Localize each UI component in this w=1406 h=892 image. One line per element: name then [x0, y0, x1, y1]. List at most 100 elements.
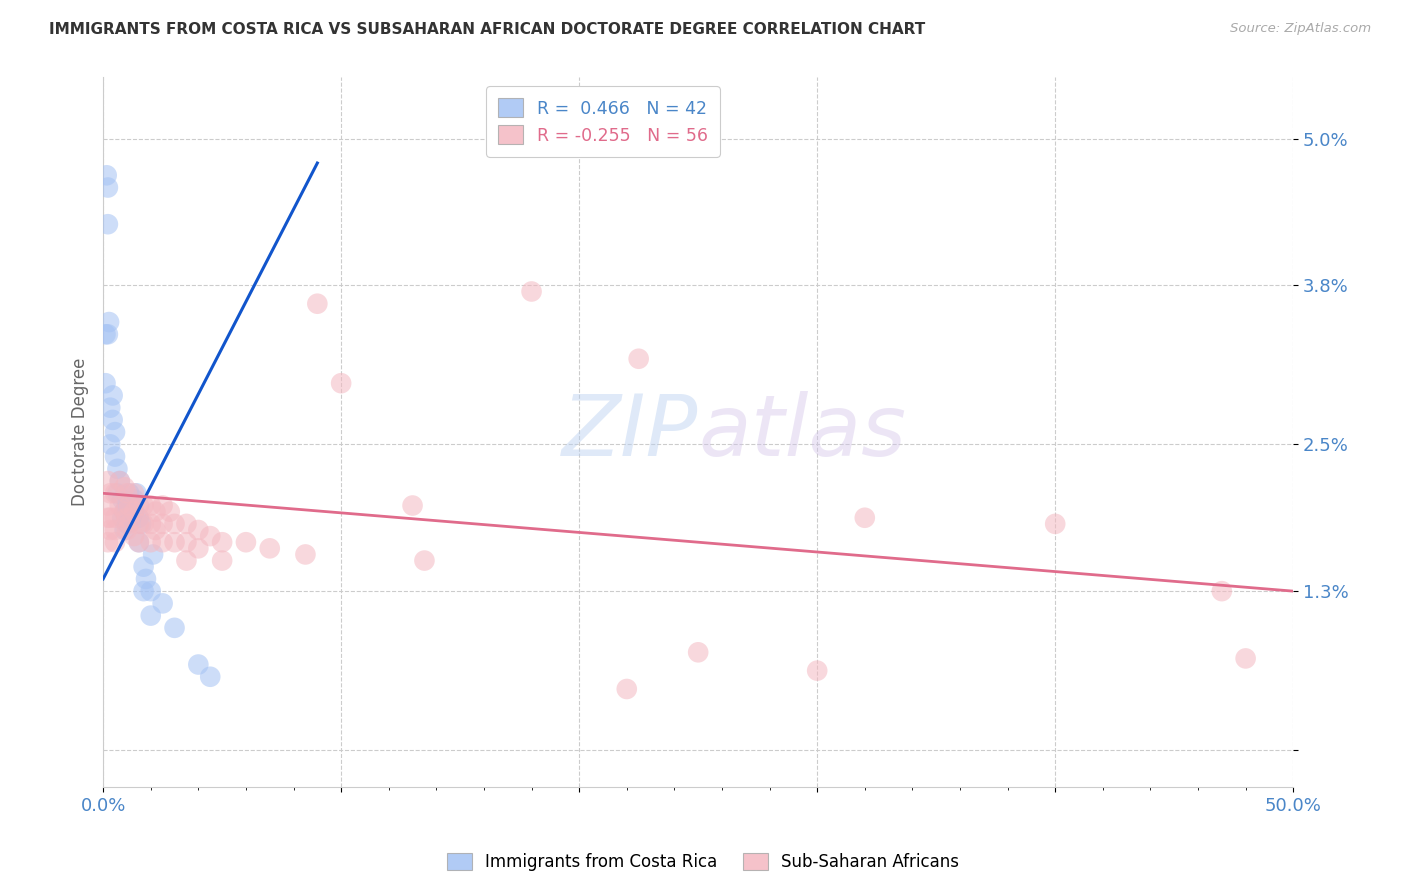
- Point: [121, 510, 143, 524]
- Point: [152, 516, 174, 531]
- Point: [128, 510, 150, 524]
- Point: [163, 621, 186, 635]
- Point: [616, 681, 638, 696]
- Point: [520, 285, 543, 299]
- Point: [98, 486, 121, 500]
- Point: [145, 523, 167, 537]
- Point: [159, 505, 181, 519]
- Point: [122, 505, 145, 519]
- Point: [104, 486, 127, 500]
- Point: [163, 516, 186, 531]
- Point: [97, 474, 120, 488]
- Point: [101, 388, 124, 402]
- Point: [413, 553, 436, 567]
- Point: [128, 535, 150, 549]
- Point: [111, 510, 134, 524]
- Point: [688, 645, 710, 659]
- Point: [235, 535, 257, 549]
- Point: [176, 535, 198, 549]
- Point: [294, 548, 316, 562]
- Legend: R =  0.466   N = 42, R = -0.255   N = 56: R = 0.466 N = 42, R = -0.255 N = 56: [486, 87, 720, 157]
- Point: [1234, 651, 1257, 665]
- Point: [139, 516, 162, 531]
- Text: Source: ZipAtlas.com: Source: ZipAtlas.com: [1230, 22, 1371, 36]
- Point: [97, 327, 120, 342]
- Point: [139, 608, 162, 623]
- Point: [104, 535, 127, 549]
- Point: [118, 499, 141, 513]
- Point: [152, 596, 174, 610]
- Text: IMMIGRANTS FROM COSTA RICA VS SUBSAHARAN AFRICAN DOCTORATE DEGREE CORRELATION CH: IMMIGRANTS FROM COSTA RICA VS SUBSAHARAN…: [49, 22, 925, 37]
- Point: [806, 664, 828, 678]
- Point: [108, 474, 131, 488]
- Point: [129, 516, 152, 531]
- Point: [176, 553, 198, 567]
- Point: [107, 462, 129, 476]
- Text: atlas: atlas: [699, 391, 907, 474]
- Text: ZIP: ZIP: [562, 391, 699, 474]
- Point: [145, 505, 167, 519]
- Point: [98, 401, 121, 415]
- Point: [135, 572, 157, 586]
- Point: [132, 499, 155, 513]
- Point: [139, 584, 162, 599]
- Point: [627, 351, 650, 366]
- Point: [98, 523, 121, 537]
- Point: [101, 413, 124, 427]
- Point: [132, 584, 155, 599]
- Point: [114, 480, 136, 494]
- Point: [98, 437, 121, 451]
- Point: [115, 516, 138, 531]
- Point: [114, 523, 136, 537]
- Point: [98, 315, 121, 329]
- Point: [139, 499, 162, 513]
- Point: [211, 553, 233, 567]
- Point: [122, 492, 145, 507]
- Point: [122, 486, 145, 500]
- Point: [187, 523, 209, 537]
- Point: [107, 486, 129, 500]
- Point: [200, 529, 222, 543]
- Point: [114, 505, 136, 519]
- Point: [163, 535, 186, 549]
- Point: [330, 376, 353, 391]
- Point: [97, 535, 120, 549]
- Point: [125, 486, 148, 500]
- Point: [152, 499, 174, 513]
- Point: [187, 541, 209, 556]
- Point: [152, 535, 174, 549]
- Point: [97, 510, 120, 524]
- Point: [1211, 584, 1233, 599]
- Point: [96, 169, 118, 183]
- Point: [128, 516, 150, 531]
- Point: [98, 510, 121, 524]
- Point: [176, 516, 198, 531]
- Point: [307, 296, 329, 310]
- Point: [211, 535, 233, 549]
- Point: [132, 516, 155, 531]
- Point: [128, 535, 150, 549]
- Point: [128, 499, 150, 513]
- Point: [97, 180, 120, 194]
- Legend: Immigrants from Costa Rica, Sub-Saharan Africans: Immigrants from Costa Rica, Sub-Saharan …: [439, 845, 967, 880]
- Point: [118, 505, 141, 519]
- Point: [94, 376, 117, 391]
- Point: [118, 486, 141, 500]
- Point: [115, 510, 138, 524]
- Point: [104, 450, 127, 464]
- Point: [97, 499, 120, 513]
- Point: [853, 510, 876, 524]
- Point: [122, 505, 145, 519]
- Point: [108, 499, 131, 513]
- Point: [115, 486, 138, 500]
- Point: [104, 523, 127, 537]
- Point: [1045, 516, 1067, 531]
- Point: [111, 492, 134, 507]
- Point: [104, 425, 127, 439]
- Point: [401, 499, 423, 513]
- Point: [104, 510, 127, 524]
- Point: [121, 499, 143, 513]
- Point: [115, 523, 138, 537]
- Point: [97, 217, 120, 231]
- Point: [187, 657, 209, 672]
